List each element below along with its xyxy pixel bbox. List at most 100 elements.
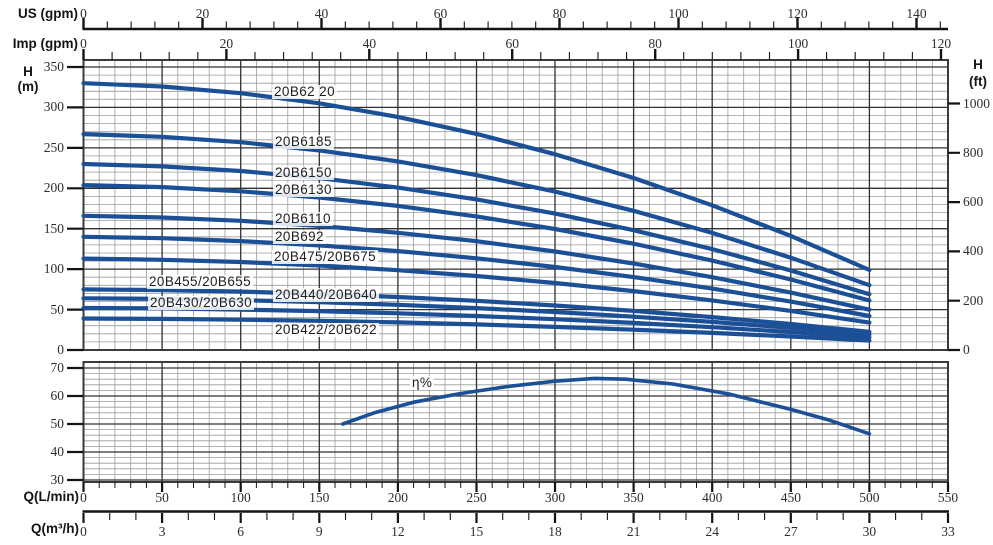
- q-m3h-axis-title: Q(m³/h): [31, 521, 79, 536]
- q-m3h-tick-label: 12: [391, 524, 405, 539]
- h-m-axis-symbol: H: [23, 64, 33, 79]
- h-m-tick-label: 50: [50, 301, 65, 317]
- q-m3h-tick-label: 9: [315, 524, 323, 539]
- curve-label-20B62-20: 20B62 20: [272, 84, 338, 99]
- imp-gpm-axis-title: Imp (gpm): [12, 36, 78, 51]
- h-ft-tick-label: 800: [963, 144, 984, 160]
- curve-label-20B6130: 20B6130: [273, 182, 334, 197]
- eta-tick-label: 60: [50, 388, 65, 403]
- us-gpm-minor-ticks: [106, 21, 941, 29]
- head-curve-20B6185: [81, 132, 872, 288]
- h-m-axis-unit: (m): [17, 79, 39, 94]
- efficiency-plot-border: [82, 361, 949, 483]
- head-curve-20B6130: [81, 183, 872, 303]
- q-m3h-tick-label: 15: [469, 524, 484, 539]
- q-m3h-major-ticks: [82, 513, 950, 523]
- head-curve-20B455-20B655: [81, 287, 872, 334]
- us-gpm-tick-label: 140: [906, 6, 927, 21]
- q-m3h-tick-label: 27: [784, 524, 798, 539]
- us-gpm-tick-label: 20: [195, 6, 210, 21]
- h-ft-ticks: [948, 102, 960, 352]
- eta-ticks: [67, 366, 84, 482]
- efficiency-grid-major: [83, 362, 948, 482]
- head-curve-20B692: [81, 234, 872, 319]
- imp-gpm-tick-label: 0: [80, 36, 87, 51]
- us-gpm-major-ticks: [82, 18, 918, 29]
- head-curve-20B6110: [81, 213, 872, 312]
- imp-gpm-tick-label: 60: [505, 36, 519, 51]
- imp-gpm-tick-label: 40: [362, 36, 377, 51]
- q-lmin-tick-label: 500: [859, 490, 880, 505]
- imp-gpm-tick-label: 80: [648, 36, 662, 51]
- efficiency-curve: [341, 376, 872, 436]
- h-m-tick-label: 200: [43, 180, 64, 196]
- imp-gpm-tick-label: 20: [219, 36, 234, 51]
- curve-label-20B475-20B675: 20B475/20B675: [272, 249, 379, 264]
- main-plot-border: [82, 59, 949, 351]
- head-curve-20B62-20: [81, 81, 872, 273]
- curve-label-20B692: 20B692: [273, 229, 326, 244]
- q-m3h-tick-label: 24: [705, 524, 719, 539]
- q-lmin-tick-label: 0: [80, 490, 87, 505]
- us-gpm-tick-label: 60: [433, 6, 448, 21]
- h-ft-axis-symbol: H: [973, 57, 983, 72]
- head-curve-20B475-20B675: [81, 256, 872, 325]
- imp-gpm-tick-label: 100: [787, 36, 809, 51]
- imp-gpm-minor-ticks: [111, 52, 913, 60]
- q-lmin-major-ticks: [82, 482, 950, 492]
- h-m-tick-label: 250: [43, 139, 64, 155]
- us-gpm-tick-label: 120: [787, 6, 808, 21]
- curve-label-20B430-20B630: 20B430/20B630: [148, 295, 255, 310]
- curve-label-20B6110: 20B6110: [273, 211, 333, 226]
- q-lmin-tick-label: 450: [780, 490, 801, 505]
- h-m-tick-label: 0: [57, 342, 64, 357]
- q-lmin-tick-label: 350: [623, 490, 644, 505]
- h-m-tick-label: 100: [43, 261, 64, 277]
- q-lmin-minor-ticks: [98, 482, 933, 488]
- h-ft-tick-label: 400: [963, 243, 984, 259]
- h-m-ticks: [67, 65, 84, 352]
- h-ft-tick-label: 600: [963, 194, 984, 210]
- q-m3h-tick-label: 30: [862, 524, 877, 539]
- eta-tick-label: 50: [50, 416, 65, 431]
- us-gpm-tick-label: 80: [552, 6, 567, 21]
- curve-label-20B440-20B640: 20B440/20B640: [273, 287, 380, 302]
- q-lmin-tick-label: 50: [155, 490, 169, 505]
- q-lmin-tick-label: 250: [466, 490, 487, 505]
- efficiency-curve-label: η%: [410, 375, 435, 390]
- head-curve-20B6150: [81, 161, 872, 297]
- curve-label-20B422-20B622: 20B422/20B622: [273, 322, 380, 337]
- h-m-tick-label: 300: [43, 99, 64, 115]
- q-m3h-tick-label: 6: [237, 524, 245, 539]
- curve-label-20B6185: 20B6185: [273, 134, 334, 149]
- imp-gpm-major-ticks: [82, 49, 943, 60]
- us-gpm-tick-label: 100: [668, 6, 689, 21]
- h-m-tick-label: 150: [43, 220, 64, 236]
- us-gpm-axis-title: US (gpm): [18, 6, 78, 21]
- h-ft-tick-label: 200: [963, 292, 984, 308]
- q-lmin-tick-label: 150: [309, 490, 330, 505]
- head-curve-20B422-20B622: [81, 316, 872, 343]
- h-ft-tick-label: 0: [963, 342, 970, 357]
- h-m-tick-label: 350: [43, 59, 64, 74]
- eta-tick-label: 30: [50, 472, 65, 487]
- q-m3h-tick-label: 0: [80, 524, 87, 539]
- q-m3h-tick-label: 21: [626, 524, 641, 539]
- q-m3h-tick-label: 3: [158, 524, 166, 539]
- imp-gpm-tick-label: 120: [930, 36, 952, 51]
- q-lmin-tick-label: 550: [937, 490, 959, 505]
- h-ft-tick-label: 1000: [963, 95, 990, 111]
- q-m3h-tick-label: 33: [941, 524, 955, 539]
- eta-tick-label: 70: [50, 360, 65, 375]
- curve-label-20B6150: 20B6150: [273, 165, 334, 180]
- h-ft-axis-unit: (ft): [969, 74, 987, 89]
- q-lmin-tick-label: 300: [544, 490, 566, 505]
- us-gpm-tick-label: 0: [80, 6, 87, 21]
- q-lmin-axis-title: Q(L/min): [23, 489, 80, 504]
- q-m3h-tick-label: 18: [548, 524, 562, 539]
- q-lmin-tick-label: 400: [702, 490, 723, 505]
- q-lmin-tick-label: 100: [230, 490, 251, 505]
- curve-label-20B455-20B655: 20B455/20B655: [147, 274, 254, 289]
